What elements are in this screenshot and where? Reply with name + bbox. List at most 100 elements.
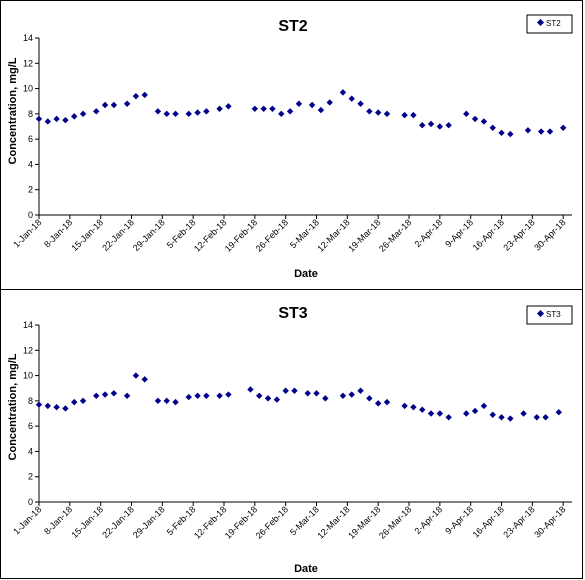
data-point [93,392,100,399]
y-tick-label: 6 [28,421,33,431]
y-tick-label: 10 [23,84,33,94]
x-tick-label: 23-Apr-18 [501,504,536,539]
data-point [304,390,311,397]
x-tick-label: 9-Apr-18 [443,217,475,249]
data-point [194,109,201,116]
y-tick-label: 14 [23,320,33,330]
x-tick-label: 19-Mar-18 [346,217,382,253]
x-tick-label: 29-Jan-18 [131,217,167,253]
data-point [260,105,267,112]
y-tick-label: 2 [28,185,33,195]
data-point [383,110,391,118]
data-point [101,101,109,109]
chart-panel-st3: ST3 Date Concentration, mg/L ST3 0 2 4 6 8 10… [0,289,583,579]
data-point [555,409,562,416]
legend-marker [536,18,545,27]
data-point [123,392,131,399]
data-point [203,392,210,399]
y-tick-label: 10 [23,371,33,381]
data-point [154,397,162,405]
legend-box [526,14,573,34]
legend-label: ST3 [546,310,561,319]
data-point [110,101,118,109]
data-point [35,401,43,408]
data-point [520,410,527,417]
chart-title: ST2 [278,18,307,35]
data-point [348,95,355,102]
x-tick-label: 26-Feb-18 [254,217,290,253]
y-tick-label: 8 [28,396,33,406]
data-point [278,110,285,118]
data-point [291,387,298,394]
data-point [366,108,373,115]
data-point [326,99,333,106]
x-tick-label: 26-Mar-18 [377,504,413,540]
axes: 024681012141-Jan-188-Jan-1815-Jan-1822-J… [11,33,572,254]
x-tick-label: 30-Apr-18 [532,217,567,252]
y-tick-label: 14 [23,33,33,43]
data-point [251,105,259,112]
y-tick-label: 0 [28,497,33,507]
data-point [286,108,294,115]
data-point [537,128,545,135]
data-point [383,398,391,406]
data-point [489,124,496,131]
data-point [273,396,281,403]
x-tick-label: 26-Feb-18 [254,504,290,540]
data-point [163,110,170,118]
x-tick-label: 22-Jan-18 [100,504,136,540]
data-point [419,406,426,413]
x-tick-label: 23-Apr-18 [501,217,536,252]
y-tick-label: 4 [28,159,33,169]
data-point [203,108,210,115]
data-point [282,387,289,394]
data-point [256,392,263,399]
data-point [419,122,426,129]
data-point [44,118,52,125]
data-point [507,415,514,422]
chart-title: ST3 [278,305,307,322]
data-point [322,395,329,402]
data-point [357,100,364,107]
data-points [35,372,562,422]
data-point [546,128,554,135]
x-tick-label: 15-Jan-18 [69,217,105,253]
x-tick-label: 9-Apr-18 [443,504,475,536]
data-point [141,91,148,99]
data-point [524,127,532,134]
legend: ST3 [526,305,573,325]
x-axis-title: Date [294,563,318,575]
data-point [216,105,223,112]
data-point [79,397,87,405]
data-point [471,407,479,415]
x-tick-label: 2-Apr-18 [412,504,444,536]
data-point [132,372,140,379]
data-point [295,100,303,107]
y-tick-label: 8 [28,109,33,119]
data-point [185,393,192,401]
data-point [269,105,276,112]
y-tick-label: 12 [23,58,33,68]
data-point [225,103,232,110]
x-tick-label: 29-Jan-18 [131,504,167,540]
data-point [471,115,479,123]
data-point [71,398,78,406]
data-point [317,106,325,114]
x-tick-label: 15-Jan-18 [69,504,105,540]
data-point [154,108,162,115]
x-tick-label: 1-Jan-18 [11,504,43,536]
data-point [123,100,131,107]
x-tick-label: 2-Apr-18 [412,217,444,249]
data-point [489,411,496,418]
chart-panel-st2: ST2 Date Concentration, mg/L ST2 0 2 4 6 8 10… [0,0,583,290]
x-tick-label: 22-Jan-18 [100,217,136,253]
legend: ST2 [526,14,573,34]
x-tick-label: 19-Feb-18 [223,217,259,253]
data-point [533,414,540,421]
x-tick-label: 12-Feb-18 [192,217,228,253]
chart-svg-st2: ST2 Date Concentration, mg/L ST2 0 2 4 6 8 10… [7,14,573,280]
x-tick-label: 26-Mar-18 [377,217,413,253]
axes: 024681012141-Jan-188-Jan-1815-Jan-1822-J… [11,320,572,541]
data-point [374,109,382,116]
data-point [542,414,549,421]
